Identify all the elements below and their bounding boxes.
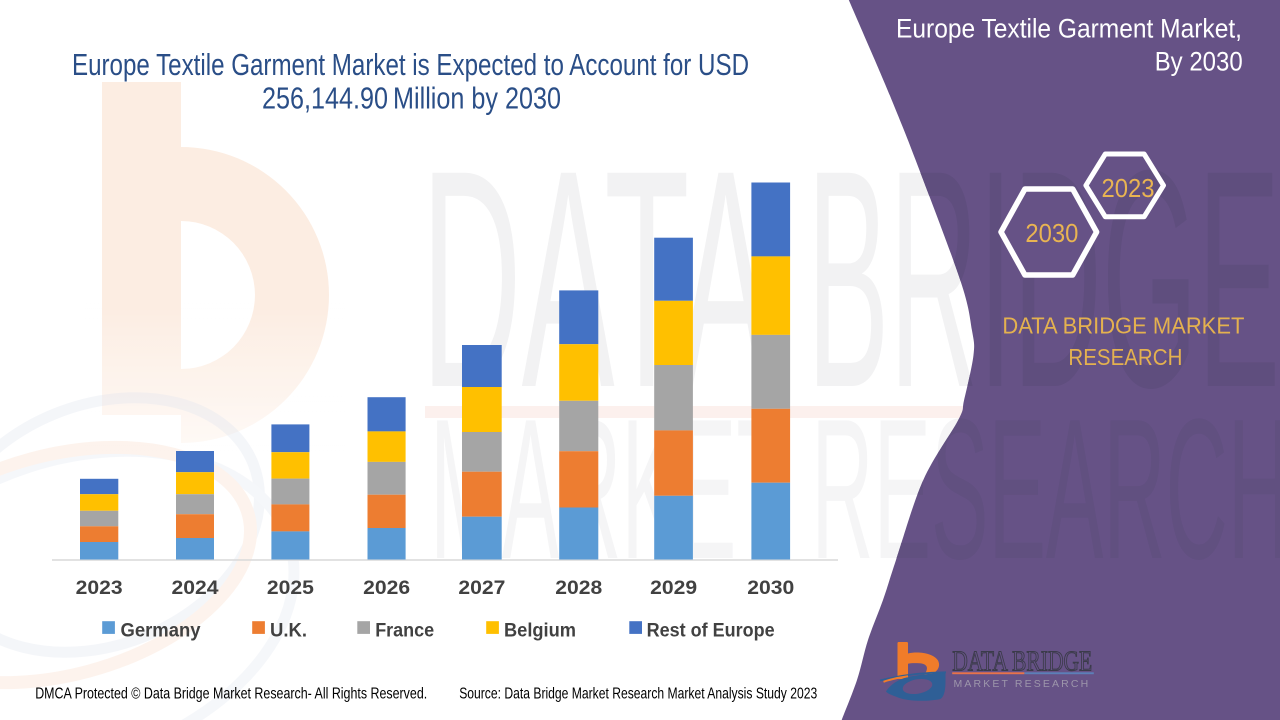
svg-text:2026: 2026 bbox=[363, 577, 410, 599]
svg-text:MARKET RESEARCH: MARKET RESEARCH bbox=[954, 678, 1092, 690]
svg-text:Europe Textile Garment Market: Europe Textile Garment Market is Expecte… bbox=[72, 47, 749, 82]
svg-text:Europe Textile Garment Market,: Europe Textile Garment Market, bbox=[896, 14, 1242, 44]
svg-text:2024: 2024 bbox=[172, 577, 219, 599]
svg-text:Germany: Germany bbox=[121, 620, 201, 642]
svg-text:2028: 2028 bbox=[555, 577, 602, 599]
svg-text:By 2030: By 2030 bbox=[1155, 47, 1243, 77]
svg-text:2030: 2030 bbox=[747, 577, 794, 599]
svg-text:U.K.: U.K. bbox=[270, 620, 307, 642]
svg-text:256,144.90 Million by 2030: 256,144.90 Million by 2030 bbox=[262, 81, 561, 116]
svg-text:DMCA Protected © Data Bridge M: DMCA Protected © Data Bridge Market Rese… bbox=[35, 686, 427, 703]
svg-text:DATA BRIDGE MARKET: DATA BRIDGE MARKET bbox=[1002, 313, 1244, 339]
svg-text:2023: 2023 bbox=[76, 577, 123, 599]
svg-text:Rest of Europe: Rest of Europe bbox=[647, 620, 775, 642]
svg-text:France: France bbox=[375, 620, 434, 642]
svg-text:Belgium: Belgium bbox=[504, 620, 576, 642]
svg-text:2030: 2030 bbox=[1025, 218, 1078, 248]
svg-text:2025: 2025 bbox=[267, 577, 314, 599]
svg-text:2027: 2027 bbox=[458, 577, 505, 599]
svg-text:2029: 2029 bbox=[650, 577, 697, 599]
svg-text:Source: Data Bridge Market Res: Source: Data Bridge Market Research Mark… bbox=[459, 686, 817, 703]
svg-text:RESEARCH: RESEARCH bbox=[1068, 344, 1182, 370]
svg-text:2023: 2023 bbox=[1102, 173, 1155, 203]
